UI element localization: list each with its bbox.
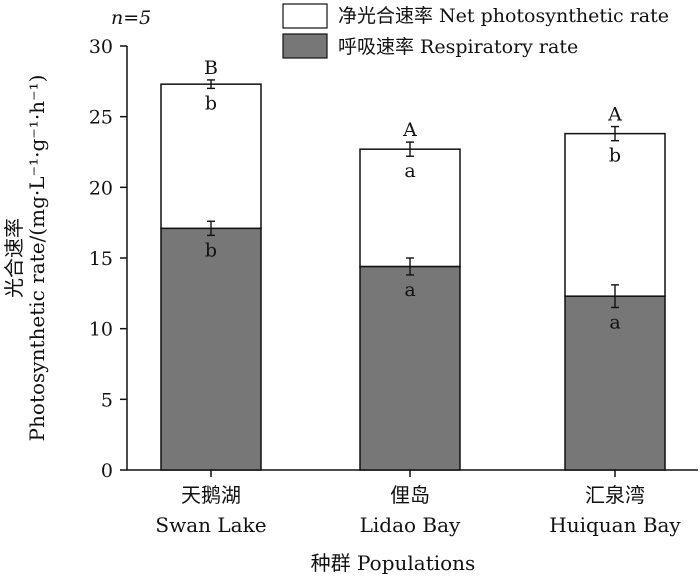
- legend-swatch-net: [282, 3, 328, 29]
- total-significance-letter: A: [402, 119, 417, 141]
- x-category-label-zh: 俚岛: [390, 483, 430, 507]
- x-axis-title: 种群 Populations: [311, 551, 476, 575]
- y-tick-label: 5: [101, 389, 113, 411]
- respiratory-significance-letter: a: [609, 311, 620, 333]
- legend-label-respiratory: 呼吸速率 Respiratory rate: [338, 36, 578, 58]
- y-tick-label: 25: [89, 107, 113, 129]
- net-significance-letter: b: [205, 92, 217, 114]
- net-significance-letter: a: [404, 160, 415, 182]
- y-tick-label: 30: [89, 36, 113, 58]
- x-category-label-en: Swan Lake: [155, 513, 266, 537]
- x-category-label-zh: 天鹅湖: [181, 483, 241, 507]
- net-significance-letter: b: [609, 145, 621, 167]
- respiratory-significance-letter: b: [205, 239, 217, 261]
- y-tick-label: 15: [89, 248, 113, 270]
- y-tick-label: 20: [89, 177, 113, 199]
- bar-respiratory-0: [160, 227, 262, 471]
- respiratory-significance-letter: a: [404, 279, 415, 301]
- total-significance-letter: B: [204, 57, 218, 79]
- x-category-label-zh: 汇泉湾: [585, 483, 645, 507]
- y-tick-label: 0: [101, 460, 113, 482]
- legend-label-net: 净光合速率 Net photosynthetic rate: [338, 5, 669, 27]
- x-category-label-en: Huiquan Bay: [549, 513, 681, 537]
- bars-group: [160, 83, 666, 471]
- sample-size-label: n=5: [111, 7, 151, 29]
- y-tick-label: 10: [89, 319, 113, 341]
- y-axis-title-zh: 光合速率: [2, 218, 26, 298]
- x-category-label-en: Lidao Bay: [360, 513, 461, 537]
- legend: 净光合速率 Net photosynthetic rate 呼吸速率 Respi…: [282, 3, 669, 59]
- total-significance-letter: A: [607, 104, 622, 126]
- legend-swatch-respiratory: [282, 33, 328, 59]
- x-axis-categories: 天鹅湖 Swan Lake 俚岛 Lidao Bay 汇泉湾 Huiquan Bay: [155, 470, 681, 537]
- y-axis-title-en: Photosynthetic rate/(mg·L⁻¹·g⁻¹·h⁻¹): [25, 75, 49, 442]
- y-axis-ticks: 0 5 10 15 20 25 30: [89, 36, 127, 482]
- bar-net-2: [564, 132, 666, 297]
